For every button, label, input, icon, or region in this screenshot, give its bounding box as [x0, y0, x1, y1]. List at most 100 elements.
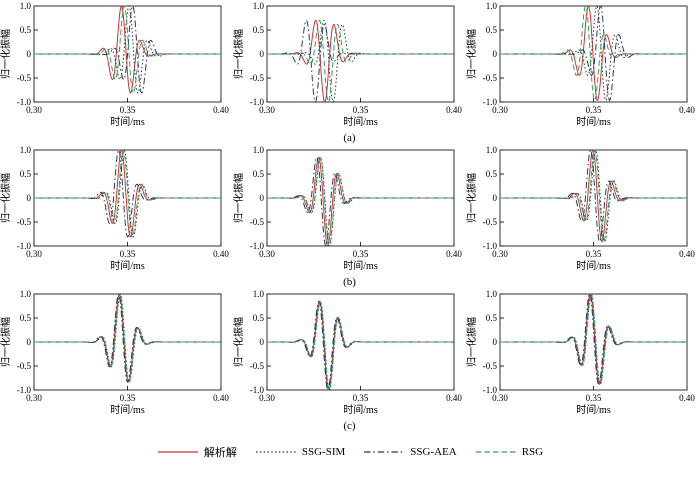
series-analytic	[267, 156, 454, 247]
row-caption-c: (c)	[343, 420, 356, 432]
subplot-a3: 0.30 0.35 0.40 1.0 0.5 0 -0.5 -1.0 时间/ms 归一化振幅	[466, 2, 695, 128]
x-tick-label: 0.35	[120, 393, 136, 403]
y-axis-label: 归一化振幅	[233, 317, 245, 367]
subplot-b2: 0.30 0.35 0.40 1.0 0.5 0 -0.5 -1.0 时间/ms 归一化振幅	[233, 146, 462, 272]
legend: 解析解 SSG-SIM SSG-AEA RSG	[0, 444, 700, 460]
x-tick-label: 0.35	[586, 105, 602, 115]
series-rsg	[267, 300, 454, 391]
y-axis-label: 归一化振幅	[466, 29, 478, 79]
x-tick-label: 0.40	[213, 105, 229, 115]
subplot-a1: 0.30 0.35 0.40 1.0 0.5 0 -0.5 -1.0 时间/ms 归一化振幅	[0, 2, 229, 128]
series-ssg-sim	[267, 19, 454, 103]
y-tick-label: -1.0	[250, 97, 265, 107]
row-caption-b: (b)	[343, 276, 356, 288]
legend-label-rsg: RSG	[521, 446, 544, 458]
x-tick-label: 0.35	[120, 249, 136, 259]
legend-item-ssg-sim: SSG-SIM	[255, 446, 345, 458]
y-tick-label: 0	[493, 193, 498, 203]
x-tick-label: 0.30	[492, 249, 508, 259]
legend-label-ssg-sim: SSG-SIM	[301, 446, 346, 458]
series-rsg	[267, 156, 454, 247]
y-tick-label: 1.0	[253, 2, 265, 11]
y-tick-label: 1.0	[253, 290, 265, 299]
x-tick-label: 0.35	[353, 393, 369, 403]
subplot-c1: 0.30 0.35 0.40 1.0 0.5 0 -0.5 -1.0 时间/ms 归一化振幅	[0, 290, 229, 416]
y-tick-label: 0.5	[253, 169, 265, 179]
y-tick-label: -1.0	[17, 241, 32, 251]
x-axis-label: 时间/ms	[343, 115, 378, 128]
legend-line-rsg	[475, 451, 516, 453]
y-tick-label: 0	[260, 337, 265, 347]
y-tick-label: 0.5	[486, 25, 498, 35]
series-ssg-aea	[34, 5, 221, 94]
y-tick-label: -0.5	[483, 361, 498, 371]
y-axis-label: 归一化振幅	[0, 317, 12, 367]
x-tick-label: 0.40	[446, 393, 462, 403]
y-tick-label: 1.0	[20, 2, 32, 11]
series-ssg-sim	[500, 149, 687, 242]
x-axis-label: 时间/ms	[343, 403, 378, 416]
y-axis-label: 归一化振幅	[0, 29, 12, 79]
series-ssg-aea	[34, 293, 221, 383]
y-tick-label: 1.0	[253, 146, 265, 155]
subplot-b1: 0.30 0.35 0.40 1.0 0.5 0 -0.5 -1.0 时间/ms 归一化振幅	[0, 146, 229, 272]
x-tick-label: 0.35	[353, 249, 369, 259]
y-axis-label: 归一化振幅	[466, 173, 478, 223]
x-tick-label: 0.30	[492, 393, 508, 403]
y-tick-label: -1.0	[17, 97, 32, 107]
y-tick-label: -0.5	[17, 73, 32, 83]
series-ssg-aea	[500, 149, 687, 243]
legend-label-ssg-aea: SSG-AEA	[410, 446, 457, 458]
series-rsg	[500, 149, 687, 243]
x-axis-label: 时间/ms	[110, 259, 145, 272]
x-tick-label: 0.40	[213, 249, 229, 259]
x-axis-label: 时间/ms	[576, 115, 611, 128]
series-analytic	[500, 149, 687, 243]
y-tick-label: 0	[493, 337, 498, 347]
x-tick-label: 0.30	[26, 393, 42, 403]
x-tick-label: 0.30	[259, 249, 275, 259]
x-tick-label: 0.35	[353, 105, 369, 115]
x-axis-label: 时间/ms	[110, 115, 145, 128]
legend-line-ssg-aea	[364, 451, 405, 453]
y-tick-label: -0.5	[250, 217, 265, 227]
plot-grid: 0.30 0.35 0.40 1.0 0.5 0 -0.5 -1.0 时间/ms 归一化振幅 0.…	[0, 2, 700, 434]
y-tick-label: 1.0	[20, 290, 32, 299]
y-tick-label: -0.5	[483, 73, 498, 83]
y-tick-label: 0	[27, 49, 32, 59]
y-tick-label: -1.0	[483, 241, 498, 251]
y-tick-label: 0	[27, 193, 32, 203]
row-caption-a: (a)	[343, 132, 356, 144]
subplot-c2: 0.30 0.35 0.40 1.0 0.5 0 -0.5 -1.0 时间/ms 归一化振幅	[233, 290, 462, 416]
series-ssg-aea	[500, 293, 687, 386]
subplot-b3: 0.30 0.35 0.40 1.0 0.5 0 -0.5 -1.0 时间/ms 归一化振幅	[466, 146, 695, 272]
legend-item-ssg-aea: SSG-AEA	[363, 446, 457, 458]
x-tick-label: 0.35	[120, 105, 136, 115]
series-rsg	[500, 5, 687, 102]
y-tick-label: -1.0	[483, 97, 498, 107]
y-tick-label: -1.0	[250, 241, 265, 251]
legend-line-analytic	[157, 451, 198, 453]
x-tick-label: 0.30	[26, 105, 42, 115]
y-tick-label: -0.5	[17, 217, 32, 227]
y-tick-label: 0.5	[486, 169, 498, 179]
x-tick-label: 0.40	[446, 249, 462, 259]
y-tick-label: 0.5	[20, 169, 32, 179]
series-ssg-sim	[500, 5, 687, 102]
series-ssg-sim	[34, 293, 221, 383]
x-tick-label: 0.35	[586, 393, 602, 403]
y-tick-label: 0	[260, 193, 265, 203]
series-analytic	[34, 293, 221, 383]
x-tick-label: 0.40	[679, 393, 695, 403]
y-axis-label: 归一化振幅	[233, 173, 245, 223]
x-axis-label: 时间/ms	[110, 403, 145, 416]
x-tick-label: 0.35	[586, 249, 602, 259]
y-tick-label: 1.0	[486, 2, 498, 11]
y-tick-label: -1.0	[17, 385, 32, 395]
y-tick-label: -1.0	[483, 385, 498, 395]
series-analytic	[267, 300, 454, 391]
y-axis-label: 归一化振幅	[466, 317, 478, 367]
legend-item-rsg: RSG	[475, 446, 543, 458]
series-ssg-aea	[267, 19, 454, 103]
series-ssg-aea	[267, 156, 454, 247]
